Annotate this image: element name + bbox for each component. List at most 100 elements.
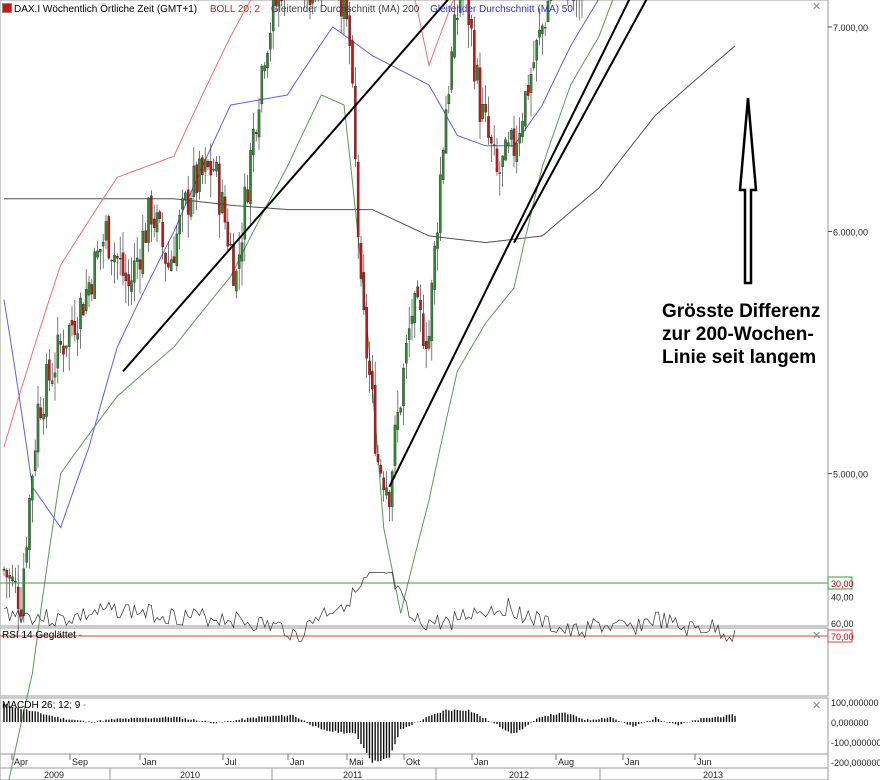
x-month-label: Jun bbox=[697, 757, 712, 767]
macd-bar bbox=[363, 722, 365, 748]
macd-bar bbox=[164, 716, 167, 722]
ma50-line bbox=[3, 0, 599, 529]
candle-body bbox=[390, 471, 394, 507]
candle-body bbox=[490, 136, 493, 144]
candle-body bbox=[345, 0, 349, 20]
trendline-2 bbox=[388, 0, 631, 488]
candle-body bbox=[127, 274, 130, 287]
macd-bar bbox=[144, 717, 147, 722]
macd-bar bbox=[42, 714, 45, 722]
candle-body bbox=[447, 94, 451, 105]
macd-bar bbox=[431, 715, 433, 722]
macd-tick-label: -100,000000 bbox=[831, 738, 880, 748]
macd-bar bbox=[433, 713, 436, 722]
candle-body bbox=[521, 121, 524, 137]
macd-bar bbox=[85, 721, 87, 723]
macd-bar bbox=[25, 709, 28, 722]
macd-bar bbox=[473, 712, 476, 722]
macd-bar bbox=[255, 718, 257, 722]
macd-bar bbox=[314, 722, 317, 727]
macd-bar bbox=[218, 721, 221, 723]
macd-bar bbox=[74, 719, 76, 722]
candle-body bbox=[19, 609, 23, 617]
candlestick-series bbox=[2, 0, 583, 633]
x-month-label: Aug bbox=[558, 757, 574, 767]
macd-close-icon[interactable]: ✕ bbox=[812, 700, 822, 712]
macd-bar bbox=[382, 722, 385, 760]
trendline-3 bbox=[513, 0, 648, 244]
candle-body bbox=[240, 242, 244, 262]
candle-body bbox=[410, 315, 414, 324]
rsi-title: RSI 14 Geglättet - bbox=[2, 630, 83, 641]
candle-body bbox=[529, 74, 533, 93]
macd-bar bbox=[385, 722, 388, 759]
macd-bar bbox=[674, 722, 677, 725]
candle-body bbox=[59, 341, 62, 345]
candle-body bbox=[280, 0, 283, 2]
rsi-tick-label: 60,00 bbox=[831, 619, 854, 629]
candle-body bbox=[399, 407, 402, 413]
macd-bar bbox=[606, 717, 609, 722]
close-icon[interactable]: ✕ bbox=[812, 1, 822, 13]
candle-body bbox=[277, 0, 281, 7]
x-month-label: Apr bbox=[14, 757, 28, 767]
macd-bar bbox=[691, 720, 694, 722]
macd-bar bbox=[442, 710, 444, 722]
candle-body bbox=[36, 403, 40, 453]
macd-bar bbox=[609, 716, 612, 722]
candle-body bbox=[101, 241, 105, 247]
macd-bar bbox=[292, 714, 294, 722]
macd-bar bbox=[334, 722, 337, 731]
macd-bar bbox=[241, 718, 243, 722]
candle-body bbox=[507, 142, 510, 147]
macd-bar bbox=[235, 720, 238, 722]
x-month-label: Jan bbox=[474, 757, 489, 767]
macd-bar bbox=[37, 711, 39, 722]
candle-body bbox=[152, 218, 156, 228]
macd-bar bbox=[34, 711, 36, 722]
candle-body bbox=[458, 0, 462, 13]
y-tick-label: 5.000,00 bbox=[833, 470, 868, 480]
candle-body bbox=[212, 168, 215, 171]
macd-bar bbox=[354, 722, 357, 734]
rsi-tick-label: 30,00 bbox=[831, 579, 854, 589]
macd-bar bbox=[184, 718, 187, 722]
macd-bar bbox=[215, 722, 218, 724]
candle-body bbox=[116, 256, 119, 259]
candle-body bbox=[93, 251, 96, 300]
macd-bar bbox=[652, 719, 654, 722]
macd-bar bbox=[456, 710, 459, 722]
candle-body bbox=[492, 144, 496, 146]
macd-bar bbox=[337, 722, 340, 733]
candle-body bbox=[368, 360, 371, 375]
candle-body bbox=[53, 372, 57, 378]
macd-bar bbox=[584, 719, 586, 722]
macd-bar bbox=[71, 719, 73, 722]
candle-body bbox=[572, 0, 575, 1]
macd-bar bbox=[586, 719, 589, 722]
macd-bar bbox=[96, 721, 99, 722]
macd-bar bbox=[654, 717, 657, 722]
macd-bar bbox=[303, 720, 306, 722]
macd-bar bbox=[603, 718, 606, 722]
candle-body bbox=[252, 128, 255, 156]
candle-body bbox=[501, 155, 504, 167]
rsi-close-icon[interactable]: ✕ bbox=[812, 630, 822, 642]
candle-body bbox=[99, 249, 102, 253]
macd-bar bbox=[487, 721, 490, 722]
macd-bar bbox=[88, 721, 90, 722]
macd-bar bbox=[436, 713, 439, 722]
candle-body bbox=[121, 252, 125, 276]
candle-body bbox=[22, 568, 26, 616]
macd-bar bbox=[575, 716, 578, 722]
time-axis[interactable] bbox=[0, 753, 829, 780]
macd-bar bbox=[170, 717, 172, 722]
candle-body bbox=[150, 195, 153, 225]
macd-bar bbox=[501, 722, 504, 729]
macd-bar bbox=[479, 716, 481, 722]
macd-bar bbox=[377, 722, 379, 762]
candle-body bbox=[422, 313, 425, 347]
macd-bar bbox=[309, 722, 311, 725]
candle-body bbox=[158, 211, 162, 220]
